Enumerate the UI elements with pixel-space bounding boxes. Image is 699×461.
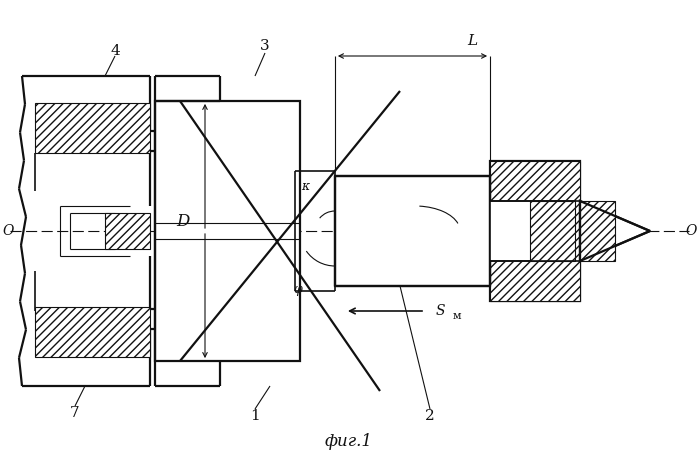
Bar: [530, 201, 575, 261]
Text: S: S: [435, 304, 445, 318]
Text: м: м: [453, 311, 461, 321]
Polygon shape: [580, 201, 650, 261]
Text: φ: φ: [294, 283, 303, 296]
Bar: [35, 307, 150, 357]
Text: 4: 4: [110, 44, 120, 58]
Text: O: O: [2, 224, 14, 238]
Text: 2: 2: [425, 409, 435, 423]
Text: D: D: [176, 213, 189, 230]
Bar: [335, 176, 490, 286]
Bar: [155, 101, 300, 361]
Text: ω: ω: [374, 206, 386, 220]
Text: d₁: d₁: [433, 209, 447, 223]
Text: 3: 3: [260, 39, 270, 53]
Text: 7: 7: [70, 406, 80, 420]
Bar: [490, 161, 580, 301]
Bar: [35, 103, 150, 153]
Bar: [490, 161, 580, 301]
Bar: [490, 201, 575, 261]
Text: O: O: [685, 224, 697, 238]
Text: 1: 1: [250, 409, 260, 423]
Text: L: L: [467, 34, 477, 48]
Bar: [580, 201, 615, 261]
Text: κ: κ: [301, 179, 309, 193]
Bar: [105, 213, 150, 249]
Text: фиг.1: фиг.1: [325, 432, 373, 449]
